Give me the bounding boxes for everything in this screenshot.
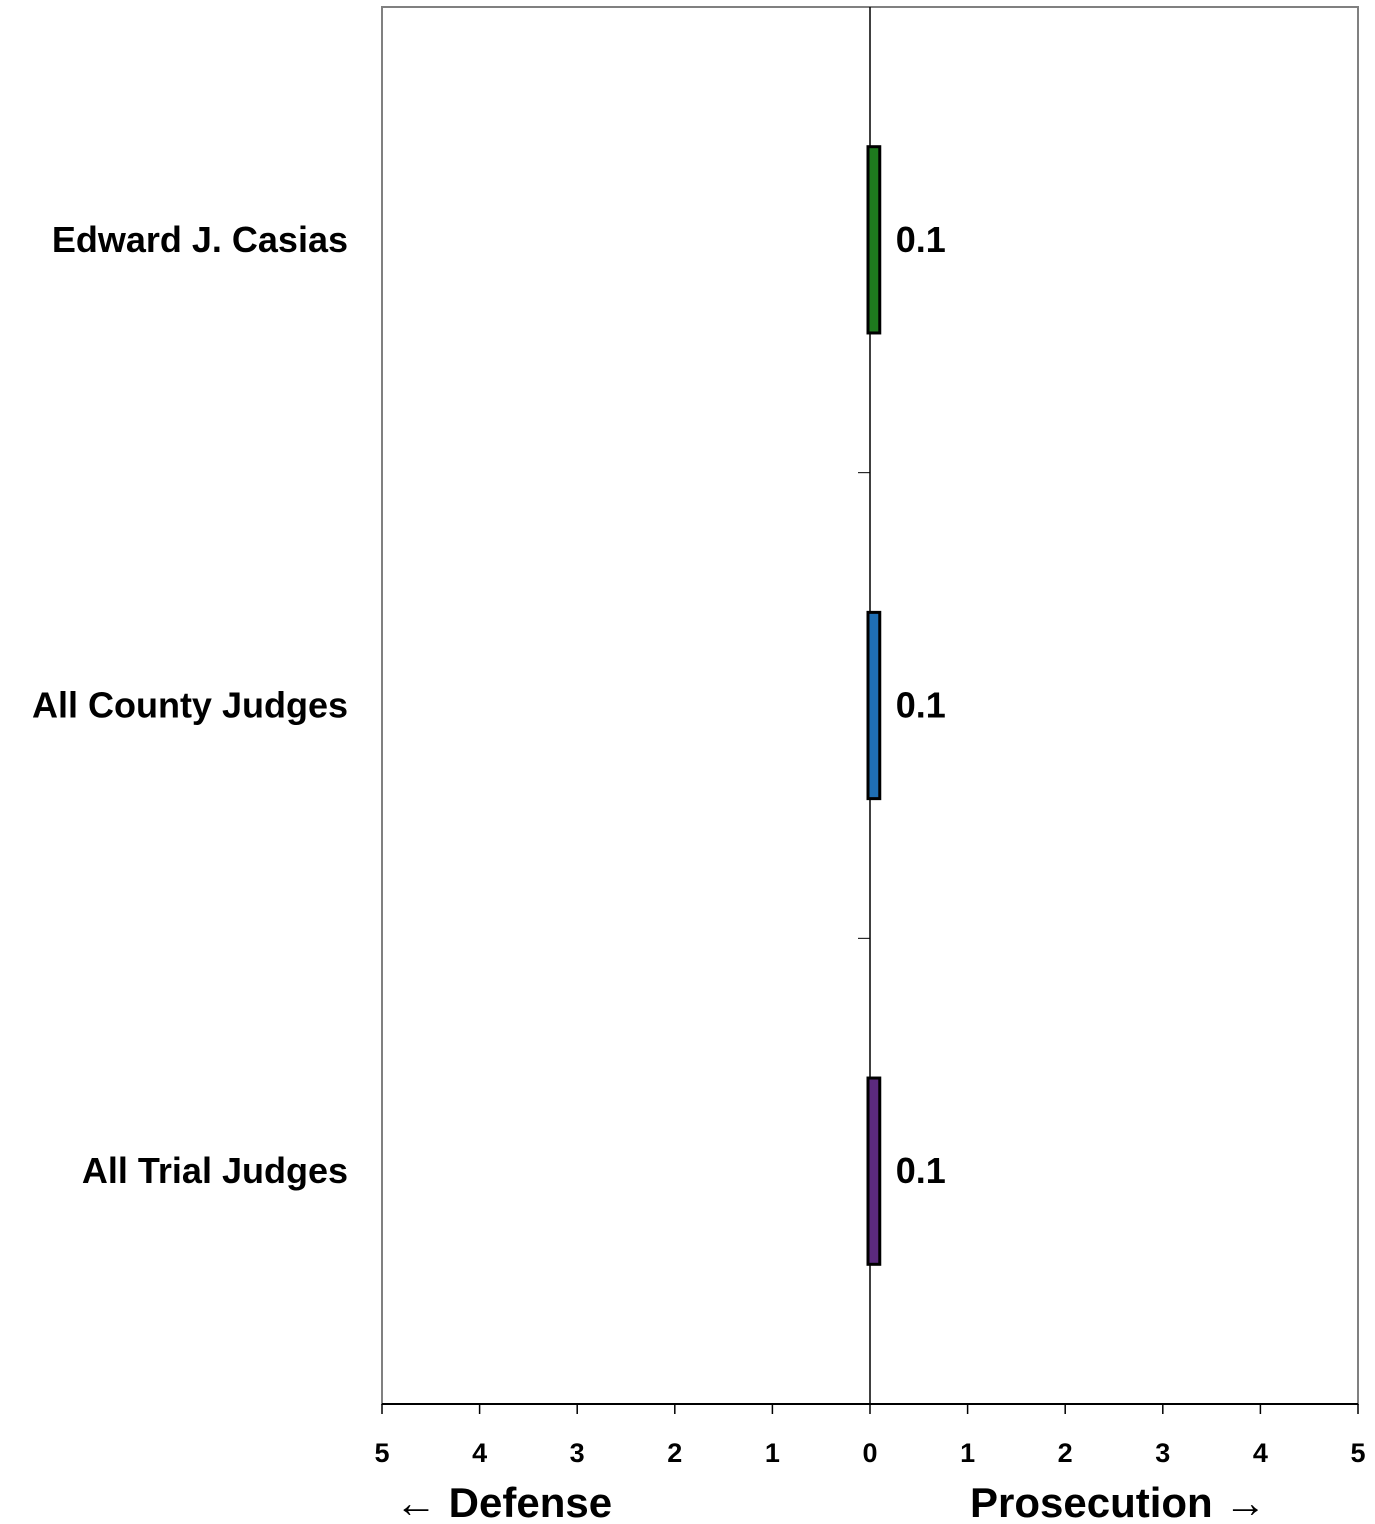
bar — [866, 610, 882, 801]
x-tick-label: 4 — [1253, 1438, 1268, 1468]
x-tick-label: 0 — [862, 1438, 877, 1468]
prosecution-direction-label: Prosecution → — [970, 1479, 1266, 1524]
category-label: All Trial Judges — [82, 1150, 348, 1191]
x-tick-label: 5 — [374, 1438, 389, 1468]
value-labels: 0.1 0.1 0.1 — [896, 219, 946, 1191]
bar — [866, 145, 882, 335]
bar-value-label: 0.1 — [896, 219, 946, 260]
x-tick-label: 1 — [765, 1438, 780, 1468]
x-tick-label: 3 — [1155, 1438, 1170, 1468]
bar-value-label: 0.1 — [896, 685, 946, 726]
x-tick-label: 5 — [1350, 1438, 1365, 1468]
x-tick-label: 4 — [472, 1438, 487, 1468]
y-ticks — [858, 472, 870, 939]
bars — [866, 145, 882, 1266]
bar-value-label: 0.1 — [896, 1150, 946, 1191]
category-labels: Edward J. Casias All County Judges All Tri… — [32, 219, 348, 1191]
x-ticks: 5 4 3 2 1 0 1 2 3 4 5 — [374, 1404, 1366, 1468]
bar — [866, 1076, 882, 1266]
x-tick-label: 2 — [667, 1438, 682, 1468]
category-label: All County Judges — [32, 685, 348, 726]
x-tick-label: 3 — [570, 1438, 585, 1468]
x-tick-label: 1 — [960, 1438, 975, 1468]
x-tick-label: 2 — [1058, 1438, 1073, 1468]
defense-direction-label: ← Defense — [395, 1479, 612, 1524]
category-label: Edward J. Casias — [52, 219, 348, 260]
